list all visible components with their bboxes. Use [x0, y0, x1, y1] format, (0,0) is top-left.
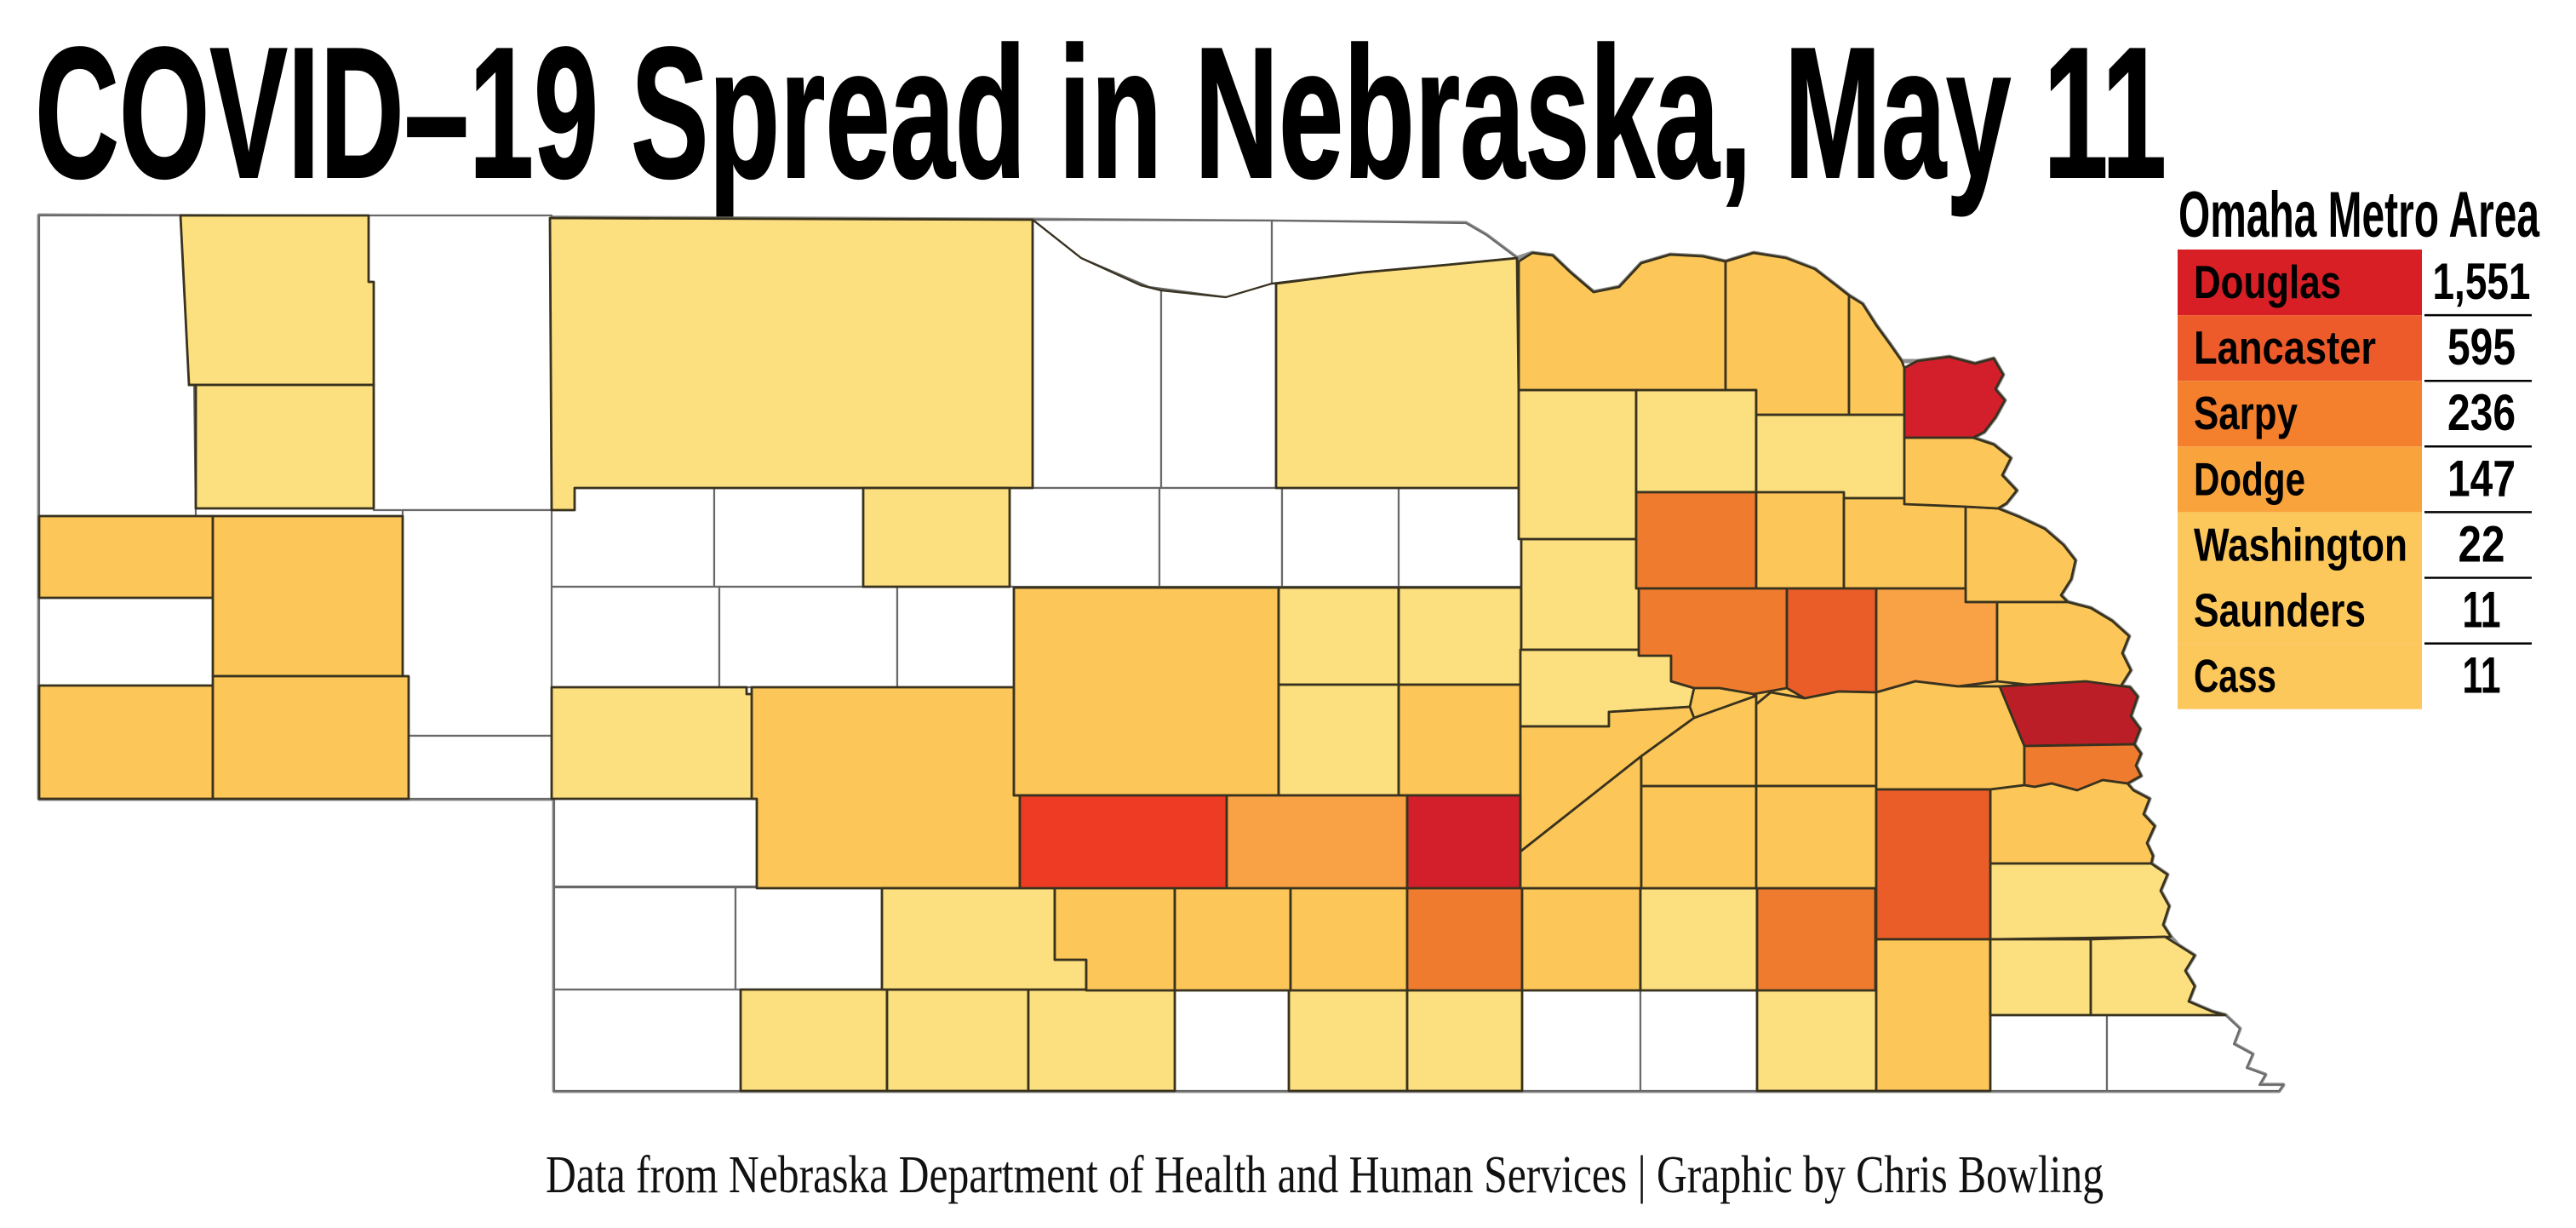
svg-text:Data from Nebraska Department: Data from Nebraska Department of Health …	[546, 1146, 2104, 1204]
svg-text:Cass: Cass	[2194, 650, 2276, 703]
svg-text:Dodge: Dodge	[2194, 452, 2305, 505]
svg-text:Douglas: Douglas	[2194, 255, 2341, 308]
svg-text:Saunders: Saunders	[2194, 584, 2366, 637]
svg-text:Lancaster: Lancaster	[2194, 321, 2376, 374]
svg-text:595: 595	[2447, 318, 2516, 376]
svg-text:11: 11	[2463, 647, 2501, 704]
svg-text:236: 236	[2447, 384, 2516, 441]
svg-text:147: 147	[2447, 450, 2516, 507]
svg-text:Washington: Washington	[2194, 518, 2407, 571]
svg-text:11: 11	[2463, 582, 2501, 639]
svg-text:COVID–19 Spread in Nebraska, M: COVID–19 Spread in Nebraska, May 11	[35, 9, 2167, 217]
svg-text:22: 22	[2459, 515, 2505, 572]
svg-text:1,551: 1,551	[2433, 253, 2531, 310]
svg-text:Sarpy: Sarpy	[2194, 387, 2298, 439]
svg-text:Omaha Metro Area: Omaha Metro Area	[2178, 179, 2539, 251]
